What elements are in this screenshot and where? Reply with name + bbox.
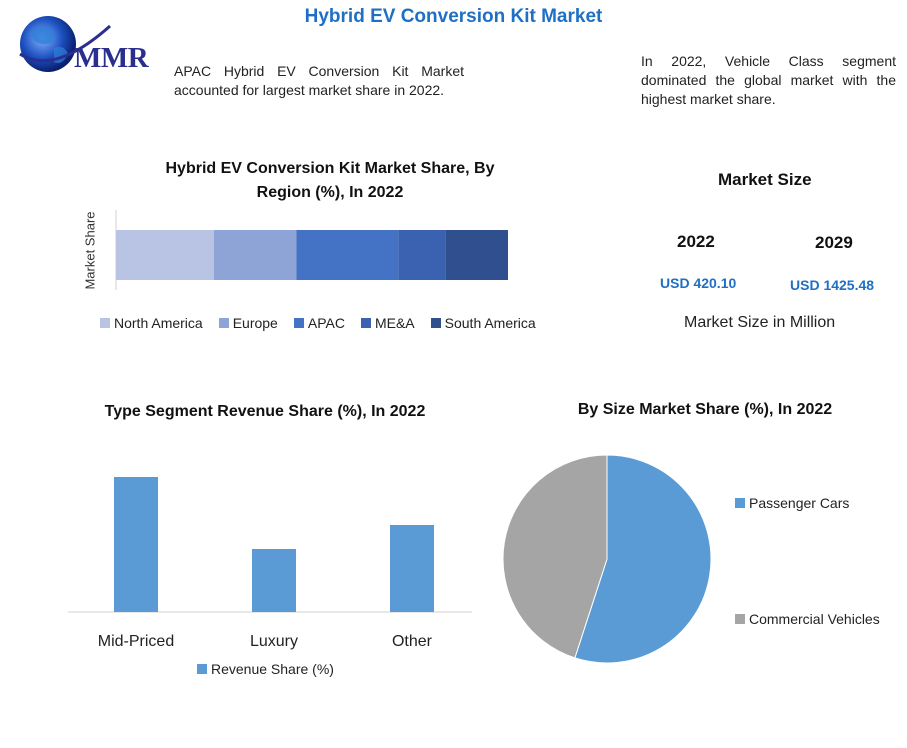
size-pie-legend: Passenger Cars Commercial Vehicles [735, 495, 905, 727]
logo-text: MMR [74, 42, 149, 74]
legend-item: Europe [218, 315, 278, 331]
pie-slice [502, 454, 608, 659]
legend-swatch [735, 498, 745, 508]
legend-swatch [197, 664, 207, 674]
region-chart-title: Hybrid EV Conversion Kit Market Share, B… [165, 160, 495, 201]
legend-swatch [100, 318, 110, 328]
type-legend: Revenue Share (%) [197, 661, 350, 679]
legend-swatch [735, 614, 745, 624]
legend-label: ME&A [374, 315, 415, 331]
region-bar-segment [116, 230, 214, 280]
size-pie-chart [502, 454, 712, 664]
region-stacked-bar-chart [115, 210, 508, 290]
value-2022: USD 420.10 [660, 275, 737, 291]
legend-label: Commercial Vehicles [749, 611, 880, 627]
market-size-heading: Market Size [718, 170, 812, 189]
note-apac: APAC Hybrid EV Conversion Kit Market acc… [174, 63, 464, 98]
legend-item: Commercial Vehicles [735, 611, 889, 627]
legend-swatch [430, 318, 441, 328]
market-size-caption: Market Size in Million [684, 314, 836, 331]
legend-item: APAC [293, 315, 345, 331]
type-category-label: Mid-Priced [98, 633, 174, 650]
legend-swatch [360, 318, 371, 328]
type-category-label: Luxury [250, 633, 298, 650]
region-bar-segment [214, 230, 297, 280]
legend-label: Revenue Share (%) [211, 661, 334, 677]
legend-swatch [218, 318, 229, 328]
legend-label: South America [444, 315, 536, 331]
legend-item: South America [430, 315, 536, 331]
region-legend: North America Europe APAC ME&A South America [100, 315, 620, 333]
type-bar [390, 525, 434, 612]
globe-icon [19, 16, 111, 72]
legend-label: APAC [307, 315, 345, 331]
value-2029: USD 1425.48 [790, 277, 875, 293]
pie-slice [574, 454, 712, 664]
legend-item: Revenue Share (%) [197, 661, 334, 677]
legend-swatch [293, 318, 304, 328]
note-vehicle-class: In 2022, Vehicle Class segment dominated… [641, 53, 896, 107]
region-bar-segment [296, 230, 399, 280]
region-bar-segment [398, 230, 446, 280]
region-bar-segment [445, 230, 508, 280]
type-bar [114, 477, 158, 612]
region-chart-ylabel: Market Share [82, 211, 98, 290]
legend-label: North America [114, 315, 203, 331]
type-segment-bar-chart: Mid-Priced Luxury Other [68, 477, 472, 650]
legend-label: Europe [232, 315, 278, 331]
legend-label: Passenger Cars [749, 495, 850, 511]
year-2029: 2029 [815, 233, 853, 252]
size-chart-title: By Size Market Share (%), In 2022 [577, 401, 833, 418]
type-chart-title: Type Segment Revenue Share (%), In 2022 [104, 403, 426, 420]
legend-item: North America [100, 315, 203, 331]
type-category-label: Other [392, 633, 433, 650]
type-bar [252, 549, 296, 612]
page-title: Hybrid EV Conversion Kit Market [304, 6, 603, 27]
legend-item: Passenger Cars [735, 495, 889, 511]
mmr-logo [14, 14, 174, 76]
year-2022: 2022 [677, 232, 715, 251]
legend-item: ME&A [360, 315, 415, 331]
